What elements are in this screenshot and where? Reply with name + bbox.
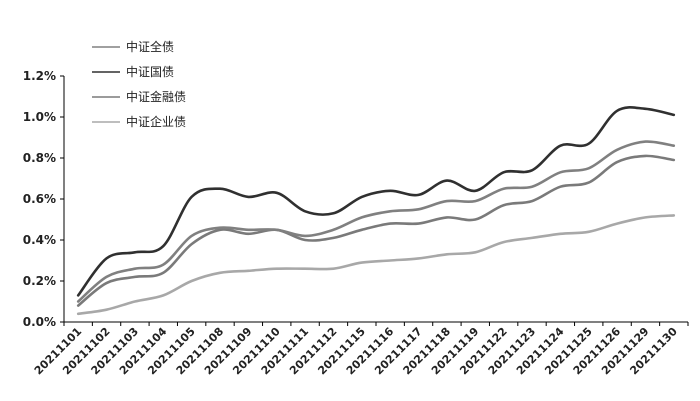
- legend-label-jinrongzhai: 中证金融债: [126, 89, 186, 104]
- series-line-quanzhai: [76, 140, 676, 303]
- y-tick-label: 0.2%: [23, 274, 56, 288]
- legend-label-guozhai: 中证国债: [126, 64, 174, 79]
- y-tick-label: 1.0%: [23, 110, 56, 124]
- series-line-guozhai: [76, 106, 676, 297]
- legend-label-qiyezhai: 中证企业债: [126, 114, 186, 129]
- y-tick-label: 0.4%: [23, 233, 56, 247]
- y-tick-label: 0.0%: [23, 315, 56, 329]
- y-tick-label: 0.8%: [23, 151, 56, 165]
- plot-area: 0.0%0.2%0.4%0.6%0.8%1.0%1.2%202111012021…: [23, 69, 689, 377]
- y-tick-label: 1.2%: [23, 69, 56, 83]
- series-line-qiyezhai: [76, 214, 676, 316]
- legend: 中证全债 中证国债 中证金融债 中证企业债: [92, 39, 186, 129]
- series-line-jinrongzhai: [76, 154, 676, 307]
- legend-label-quanzhai: 中证全债: [126, 39, 174, 54]
- y-tick-label: 0.6%: [23, 192, 56, 206]
